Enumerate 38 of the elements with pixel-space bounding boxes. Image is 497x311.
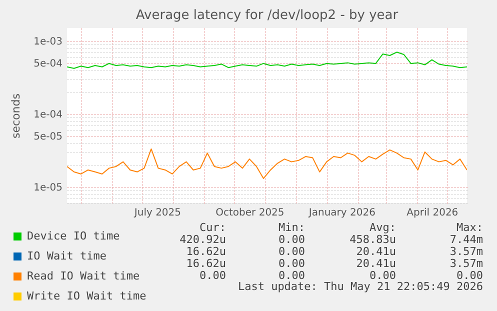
text: 0.00: [370, 269, 396, 282]
legend-label: Read IO Wait time: [27, 270, 140, 282]
y-tick-label: 1e-05: [34, 182, 62, 194]
legend-label: Write IO Wait time: [27, 290, 146, 302]
x-tick-label: July 2025: [133, 208, 182, 218]
text: Max:: [456, 221, 483, 234]
text: 7.44m: [450, 233, 483, 246]
y-axis-title: seconds: [10, 93, 23, 138]
text: 0.00: [200, 269, 226, 282]
chart-title: Average latency for /dev/loop2 - by year: [136, 8, 399, 23]
y-tick-label: 5e-04: [34, 58, 62, 70]
text: Min:: [278, 221, 305, 234]
text: 0.00: [278, 245, 305, 258]
text: 3.57m: [450, 245, 483, 258]
legend-label: Device IO time: [27, 230, 120, 242]
text: 0.00: [278, 257, 305, 270]
x-tick-label: April 2026: [406, 208, 458, 218]
text: 16.62u: [186, 245, 226, 258]
text: 20.41u: [356, 257, 396, 270]
line-series: [67, 52, 467, 69]
text: Cur:: [200, 221, 226, 234]
text: 0.00: [278, 233, 305, 246]
text: 20.41u: [356, 245, 396, 258]
line-series: [67, 148, 467, 179]
legend-label: IO Wait time: [27, 250, 106, 262]
text: 420.92u: [180, 233, 226, 246]
x-tick-label: October 2025: [216, 208, 284, 218]
text: Last update: Thu May 21 22:05:49 2026: [238, 280, 483, 293]
text: 458.83u: [350, 233, 396, 246]
text: Avg:: [370, 221, 396, 234]
y-tick-label: 1e-03: [34, 36, 62, 48]
text: 0.00: [278, 269, 305, 282]
y-tick-label: 5e-05: [34, 131, 62, 142]
text: 3.57m: [450, 257, 483, 270]
x-tick-label: January 2026: [308, 208, 376, 218]
text: 0.00: [456, 269, 483, 282]
y-tick-label: 1e-04: [34, 109, 62, 120]
text: 16.62u: [186, 257, 226, 270]
